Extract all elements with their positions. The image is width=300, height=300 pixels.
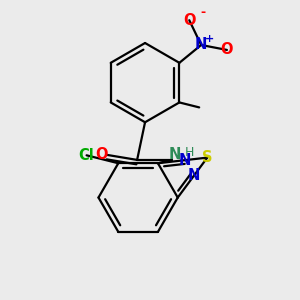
- Text: S: S: [202, 150, 213, 165]
- Text: Cl: Cl: [79, 148, 94, 163]
- Text: -: -: [201, 6, 206, 19]
- Text: N: N: [169, 148, 181, 163]
- Text: N: N: [195, 38, 207, 52]
- Text: N: N: [188, 168, 200, 183]
- Text: O: O: [183, 13, 196, 28]
- Text: O: O: [95, 148, 107, 163]
- Text: +: +: [205, 34, 214, 44]
- Text: H: H: [185, 146, 194, 160]
- Text: O: O: [221, 42, 233, 57]
- Text: N: N: [179, 153, 191, 168]
